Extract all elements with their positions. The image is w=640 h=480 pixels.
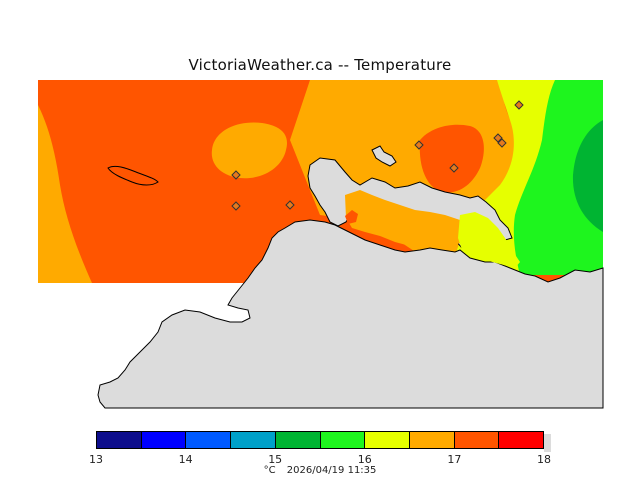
legend-tick-label: 13 xyxy=(89,453,103,466)
station-diamond-icon[interactable] xyxy=(231,201,241,211)
legend-unit: °C xyxy=(263,465,276,476)
band-15-15.5 xyxy=(572,120,603,232)
legend-swatch-9 xyxy=(499,432,544,448)
legend-swatch-4 xyxy=(275,432,321,448)
legend-tick-label: 16 xyxy=(357,453,372,466)
station-diamond-icon[interactable] xyxy=(449,163,459,173)
band-15.5-16 xyxy=(513,80,603,275)
legend-tick-label: 18 xyxy=(537,453,551,466)
map-title: VictoriaWeather.ca -- Temperature xyxy=(188,56,452,74)
legend-footer: °C 2026/04/19 11:35 xyxy=(0,465,640,476)
band-16.5-17-west xyxy=(38,105,92,283)
legend-swatch-1 xyxy=(141,432,187,448)
legend-shadow xyxy=(544,434,551,452)
color-legend-bar xyxy=(96,431,544,449)
legend-swatch-5 xyxy=(320,432,366,448)
station-diamond-icon[interactable] xyxy=(493,133,503,143)
legend-swatch-3 xyxy=(231,432,276,448)
legend-tick-label: 14 xyxy=(178,453,193,466)
legend-swatch-2 xyxy=(186,432,232,448)
legend-swatch-6 xyxy=(365,432,410,448)
station-diamond-icon[interactable] xyxy=(285,200,295,210)
station-diamond-icon[interactable] xyxy=(497,138,507,148)
legend-tick-label: 17 xyxy=(447,453,462,466)
station-markers xyxy=(231,100,524,211)
band-17-17.5-pocket xyxy=(419,124,484,193)
islet-west xyxy=(107,165,159,186)
band-17-17.5-saanich xyxy=(345,210,358,224)
station-diamond-icon[interactable] xyxy=(231,170,241,180)
band-16.5-17-saanich xyxy=(345,190,470,247)
legend-swatch-0 xyxy=(97,432,142,448)
legend-tick-label: 15 xyxy=(268,453,283,466)
land-mask xyxy=(97,219,604,409)
station-diamond-icon[interactable] xyxy=(414,140,424,150)
legend-swatch-7 xyxy=(409,432,455,448)
band-16.5-17-blob xyxy=(211,122,287,179)
station-diamond-icon[interactable] xyxy=(514,100,524,110)
legend-swatch-8 xyxy=(454,432,500,448)
legend-timestamp: 2026/04/19 11:35 xyxy=(286,465,377,476)
band-16-16.5-saanich xyxy=(458,212,520,268)
inlet-north xyxy=(371,145,397,167)
